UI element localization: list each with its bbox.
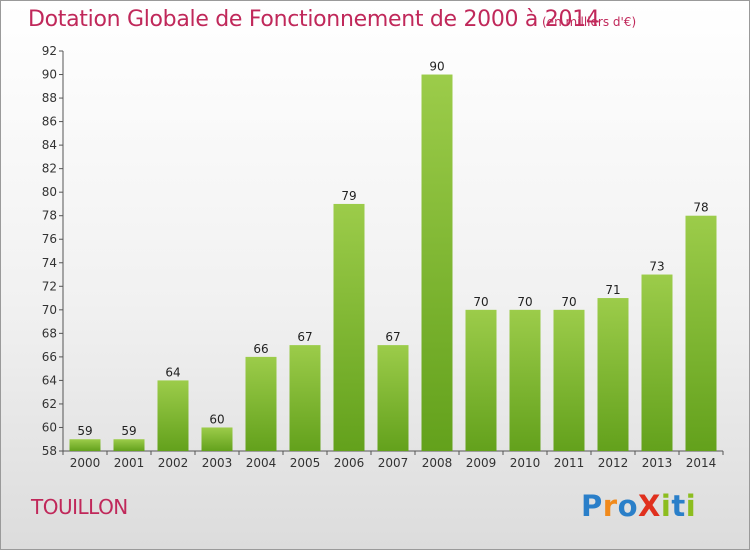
data-label: 67 (297, 330, 312, 344)
y-tick-label: 60 (42, 420, 57, 434)
logo-letter: X (638, 489, 661, 523)
logo-letter: o (617, 489, 639, 523)
x-tick-label: 2011 (554, 456, 585, 470)
chart-title: Dotation Globale de Fonctionnement de 20… (28, 7, 600, 32)
bar (245, 356, 277, 451)
logo-letter: i (660, 489, 672, 523)
data-label: 60 (209, 412, 224, 426)
bar (333, 203, 365, 451)
logo-letter: r (602, 489, 618, 523)
bars (69, 74, 717, 451)
x-tick-label: 2004 (246, 456, 277, 470)
bar (641, 274, 673, 451)
bar (289, 345, 321, 451)
y-tick-label: 86 (42, 115, 57, 129)
x-tick-label: 2008 (422, 456, 453, 470)
bar (465, 309, 497, 451)
data-label: 66 (253, 342, 268, 356)
data-label: 59 (77, 424, 92, 438)
data-label: 73 (649, 260, 664, 274)
logo-letter: P (581, 489, 603, 523)
y-tick-label: 58 (42, 444, 57, 458)
data-label: 67 (385, 330, 400, 344)
commune-name: TOUILLON (31, 495, 128, 519)
y-tick-label: 68 (42, 326, 57, 340)
y-tick-label: 80 (42, 185, 57, 199)
y-tick-label: 84 (42, 138, 57, 152)
bar (377, 345, 409, 451)
y-tick-label: 74 (42, 256, 57, 270)
data-label: 70 (517, 295, 532, 309)
bar (685, 215, 717, 451)
data-label: 90 (429, 60, 444, 74)
bar (421, 74, 453, 451)
y-tick-label: 62 (42, 397, 57, 411)
bar (69, 439, 101, 451)
y-tick-label: 76 (42, 232, 57, 246)
x-tick-label: 2006 (334, 456, 365, 470)
data-label: 70 (561, 295, 576, 309)
x-tick-label: 2009 (466, 456, 497, 470)
y-tick-label: 78 (42, 209, 57, 223)
bar (509, 309, 541, 451)
x-tick-label: 2003 (202, 456, 233, 470)
data-label: 70 (473, 295, 488, 309)
y-tick-label: 70 (42, 303, 57, 317)
bar (113, 439, 145, 451)
data-labels: 59 59 64 60 66 67 79 67 90 70 70 70 71 73 78 (77, 60, 708, 439)
x-tick-label: 2007 (378, 456, 409, 470)
x-tick-label: 2000 (70, 456, 101, 470)
x-tick-label: 2012 (598, 456, 629, 470)
y-tick-label: 88 (42, 91, 57, 105)
data-label: 78 (693, 201, 708, 215)
x-tick-label: 2014 (686, 456, 717, 470)
data-label: 71 (605, 283, 620, 297)
bar (597, 298, 629, 451)
data-label: 79 (341, 189, 356, 203)
y-tick-label: 82 (42, 162, 57, 176)
x-tick-label: 2005 (290, 456, 321, 470)
logo-letter: t (671, 489, 686, 523)
x-tick-label: 2013 (642, 456, 673, 470)
y-tick-label: 72 (42, 279, 57, 293)
proxiti-logo[interactable]: ProXiti (581, 489, 696, 523)
data-label: 59 (121, 424, 136, 438)
x-tick-label: 2001 (114, 456, 145, 470)
y-tick-label: 66 (42, 350, 57, 364)
chart-subtitle: (en milliers d'€) (542, 15, 637, 29)
y-tick-label: 92 (42, 44, 57, 58)
x-tick-label: 2002 (158, 456, 189, 470)
data-label: 64 (165, 365, 180, 379)
y-tick-label: 64 (42, 373, 57, 387)
bar (553, 309, 585, 451)
axes: 58 60 62 64 66 68 70 72 74 76 78 80 82 84 86 88 90 92 2000… (42, 44, 724, 470)
bar (201, 427, 233, 451)
y-tick-label: 90 (42, 68, 57, 82)
logo-letter: i (685, 489, 697, 523)
x-tick-label: 2010 (510, 456, 541, 470)
bar (157, 380, 189, 451)
